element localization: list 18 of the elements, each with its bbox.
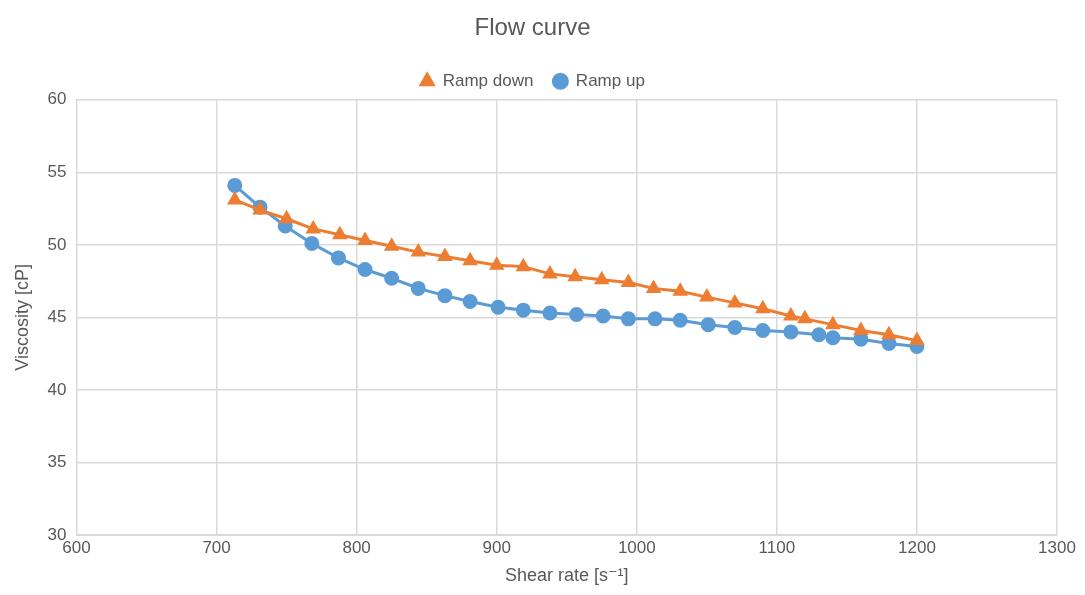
- x-tick-label: 700: [202, 537, 231, 557]
- x-tick-label: 1300: [1038, 537, 1076, 557]
- chart-title: Flow curve: [474, 13, 591, 41]
- x-tick-label: 900: [482, 537, 511, 557]
- x-tick-label: 1000: [617, 537, 656, 557]
- y-tick-label: 60: [47, 89, 67, 109]
- y-axis-title: Viscosity [cP]: [11, 264, 32, 371]
- x-tick-label: 1100: [758, 537, 796, 557]
- y-tick-label: 40: [47, 379, 67, 399]
- x-tick-label: 800: [342, 537, 371, 557]
- legend-label: Ramp down: [442, 70, 534, 90]
- y-tick-label: 35: [47, 452, 67, 472]
- x-axis-title: Shear rate [s⁻¹]: [504, 565, 629, 586]
- y-tick-label: 50: [47, 234, 67, 254]
- y-tick-label: 55: [47, 162, 67, 182]
- legend-label: Ramp up: [575, 70, 645, 90]
- y-tick-label: 45: [47, 307, 67, 327]
- x-tick-label: 1200: [898, 537, 936, 557]
